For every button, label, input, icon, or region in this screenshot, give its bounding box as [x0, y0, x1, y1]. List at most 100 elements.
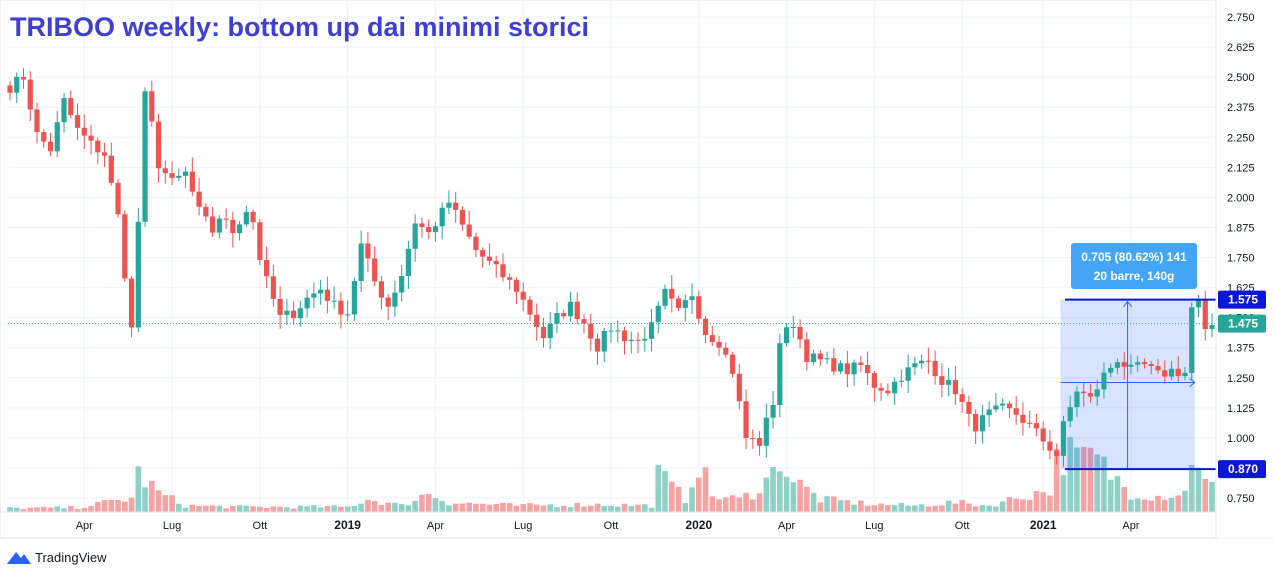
volume-bar — [115, 499, 121, 512]
candle-body — [1000, 403, 1006, 406]
candle-body — [1067, 407, 1073, 422]
volume-bar — [635, 504, 641, 512]
candle-body — [736, 373, 742, 402]
price-axis[interactable]: 0.7500.8751.0001.1251.2501.3751.5001.625… — [1215, 0, 1274, 538]
candle-body — [1195, 299, 1202, 308]
price-tag — [1218, 460, 1266, 479]
candle-body — [885, 390, 891, 394]
y-tick-label: 1.875 — [1227, 222, 1255, 234]
candle-body — [446, 202, 452, 208]
tradingview-logo-icon[interactable]: TradingView — [7, 550, 107, 565]
volume-bar — [722, 497, 729, 512]
candle-body — [669, 288, 675, 299]
candle-body — [1074, 391, 1080, 408]
candle-body — [291, 310, 297, 319]
volume-bar — [810, 492, 817, 512]
price-levels[interactable] — [8, 298, 1216, 471]
candle-body — [837, 363, 844, 372]
candle-body — [331, 300, 337, 302]
volume-bar — [1094, 454, 1101, 512]
volume-bar — [871, 505, 878, 512]
x-tick-label: Apr — [778, 520, 795, 532]
x-tick-label: 2021 — [1030, 518, 1057, 532]
arrow-up-icon — [1123, 300, 1132, 307]
price-tag-label: 1.575 — [1228, 293, 1258, 307]
y-tick-label: 2.250 — [1227, 132, 1255, 144]
volume-bar — [594, 503, 601, 512]
x-tick-label: Lug — [514, 520, 532, 532]
volume-bar — [736, 497, 743, 512]
candle-body — [709, 335, 715, 342]
price-axis-background — [1216, 0, 1274, 538]
volume-bar — [756, 493, 763, 512]
candle-body — [459, 209, 466, 225]
volume-bar — [1202, 478, 1209, 512]
candle-body — [405, 248, 412, 276]
volume-bar — [824, 496, 830, 512]
candle-body — [68, 98, 74, 116]
volume-bar — [844, 500, 851, 512]
candle-body — [34, 109, 40, 133]
price-tag-label: 1.475 — [1228, 317, 1258, 331]
candle-body — [378, 281, 385, 298]
candle-body — [993, 405, 999, 410]
volume-bar — [864, 505, 871, 512]
volume-bar — [560, 505, 567, 512]
candle-body — [486, 256, 493, 261]
volume-bar — [270, 506, 277, 512]
volume-bar — [1114, 476, 1121, 512]
y-tick-label: 1.000 — [1227, 433, 1255, 445]
volume-bar — [668, 481, 675, 512]
candle-body — [1155, 366, 1161, 371]
measure-box[interactable]: 0.705 (80.62%) 141 20 barre, 140g — [1060, 243, 1197, 470]
volume-bar — [419, 494, 425, 512]
candle-body — [817, 353, 823, 360]
candle-body — [939, 376, 945, 385]
candle-body — [162, 168, 168, 174]
candle-body — [1141, 362, 1148, 365]
volume-bar — [54, 506, 61, 512]
volume-bar — [655, 464, 662, 512]
volume-bar — [47, 507, 54, 512]
volume-bar — [311, 505, 317, 512]
volume-bar — [149, 480, 155, 512]
volume-bar — [1155, 495, 1161, 512]
time-axis[interactable]: Apr Lug Ott 2019 Apr Lug Ott 2020 Apr Lug Ott 2021 A… — [0, 511, 1216, 532]
candle-body — [54, 122, 60, 152]
candle-body — [27, 79, 33, 110]
candle-body — [588, 323, 594, 339]
volume-bar — [1141, 499, 1148, 512]
volume-bar — [317, 507, 324, 512]
candle-body — [912, 363, 918, 368]
volume-bar — [128, 497, 135, 512]
volume-bar — [230, 505, 236, 512]
candle-body — [797, 327, 803, 340]
x-tick-label: Apr — [76, 520, 93, 532]
volume-bar — [912, 505, 918, 512]
candle-body — [122, 214, 128, 279]
volume-bar — [729, 495, 736, 512]
y-tick-label: 2.500 — [1227, 72, 1255, 84]
brand-name: TradingView — [35, 550, 107, 565]
volume-bar — [918, 504, 925, 512]
volume-bar — [466, 502, 472, 512]
candle-body — [729, 354, 736, 374]
volume-bar — [527, 503, 533, 512]
candle-body — [959, 394, 965, 402]
candle-body — [297, 308, 303, 319]
candle-body — [14, 76, 20, 93]
volume-bar — [344, 506, 351, 512]
candle-body — [919, 360, 925, 364]
candle-body — [432, 226, 439, 233]
volume-bar — [905, 505, 911, 512]
candle-body — [1189, 307, 1195, 373]
volume-bar — [74, 508, 81, 512]
candle-body — [898, 380, 904, 382]
candle-body — [311, 293, 317, 298]
y-tick-label: 0.750 — [1227, 493, 1255, 505]
candle-body — [973, 413, 979, 432]
volume-bar — [385, 502, 391, 512]
candle-body — [169, 173, 175, 178]
volume-bar — [1060, 475, 1067, 512]
